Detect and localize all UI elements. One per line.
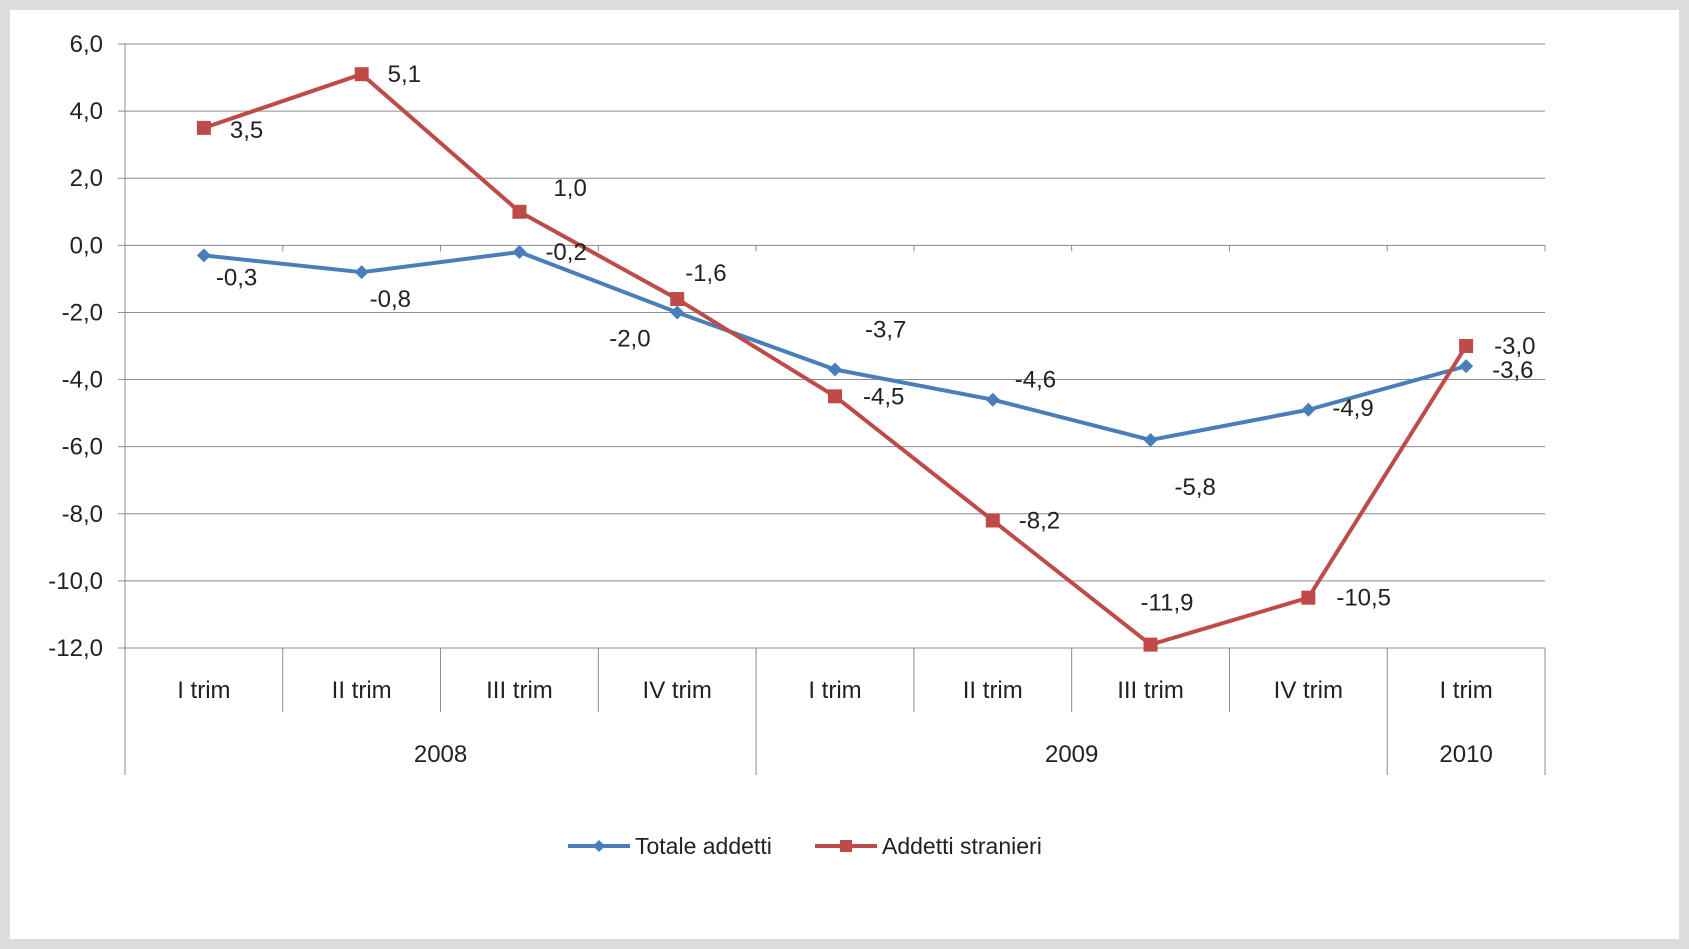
series-line-totale-addetti [203, 250, 1467, 442]
line-chart: 6,0 4,0 2,0 0,0 -2,0 -4,0 -6,0 -8,0 -10,0 -12,0 I … [48, 31, 1546, 859]
x-tick-label: IV trim [1274, 677, 1343, 704]
data-label-addetti-stranieri: 5,1 [388, 61, 421, 88]
y-tick-label: -2,0 [62, 299, 103, 326]
y-tick-label: 2,0 [70, 165, 103, 192]
y-tick-label: 0,0 [70, 232, 103, 259]
data-label-totale-addetti: -5,8 [1175, 474, 1216, 501]
x-tick-label: I trim [177, 677, 230, 704]
data-point-totale-addetti [828, 362, 842, 377]
y-tick-label: -4,0 [62, 367, 103, 394]
data-label-addetti-stranieri: -3,0 [1494, 333, 1535, 360]
data-label-addetti-stranieri: -8,2 [1019, 507, 1060, 534]
data-point-addetti-stranieri [1301, 590, 1316, 605]
data-point-totale-addetti [196, 248, 211, 263]
data-label-totale-addetti: -4,9 [1332, 395, 1373, 422]
data-point-addetti-stranieri [512, 204, 527, 219]
legend-marker-totale-addetti [593, 840, 605, 852]
data-label-totale-addetti: -3,7 [865, 316, 906, 343]
series-line-addetti-stranieri [203, 72, 1468, 647]
data-label-totale-addetti: -3,6 [1492, 357, 1533, 384]
legend-label-addetti-stranieri: Addetti stranieri [882, 833, 1042, 859]
data-label-addetti-stranieri: -1,6 [685, 260, 726, 287]
y-tick-label: -12,0 [48, 635, 103, 662]
data-label-totale-addetti: -0,3 [216, 264, 257, 291]
data-label-addetti-stranieri: -10,5 [1336, 585, 1391, 612]
data-point-addetti-stranieri [670, 292, 685, 307]
data-point-totale-addetti [1301, 402, 1316, 417]
x-tick-label: IV trim [643, 677, 712, 704]
data-point-addetti-stranieri [1459, 339, 1474, 353]
data-label-totale-addetti: -0,8 [370, 286, 411, 313]
x-tick-label: III trim [486, 677, 553, 704]
x-group-label: 2010 [1439, 741, 1492, 768]
x-tick-label: II trim [332, 677, 392, 704]
x-tick-label: I trim [808, 677, 861, 704]
chart-panel: 6,0 4,0 2,0 0,0 -2,0 -4,0 -6,0 -8,0 -10,0 -12,0 I … [10, 10, 1679, 939]
y-tick-label: 4,0 [70, 98, 103, 125]
data-point-totale-addetti [670, 305, 685, 320]
y-tick-label: 6,0 [70, 31, 103, 58]
data-label-addetti-stranieri: 3,5 [230, 117, 263, 144]
data-label-totale-addetti: -2,0 [609, 325, 650, 352]
data-label-totale-addetti: -0,2 [545, 239, 586, 266]
y-tick-label: -10,0 [48, 568, 103, 595]
legend-label-totale-addetti: Totale addetti [635, 833, 772, 859]
data-point-totale-addetti [985, 392, 1000, 407]
data-label-addetti-stranieri: 1,0 [553, 175, 586, 202]
x-group-label: 2009 [1045, 741, 1098, 768]
data-point-totale-addetti [512, 245, 527, 260]
y-tick-label: -8,0 [62, 501, 103, 528]
data-point-addetti-stranieri [196, 120, 211, 135]
data-point-addetti-stranieri [1143, 637, 1158, 652]
data-point-addetti-stranieri [985, 513, 1000, 528]
data-label-addetti-stranieri: -11,9 [1141, 590, 1194, 617]
legend-marker-addetti-stranieri [840, 840, 852, 852]
data-point-totale-addetti [1143, 432, 1158, 447]
data-point-addetti-stranieri [354, 67, 369, 82]
x-tick-label: II trim [963, 677, 1023, 704]
data-point-addetti-stranieri [828, 389, 842, 404]
data-point-totale-addetti [354, 265, 369, 280]
x-group-label: 2008 [414, 741, 467, 768]
y-tick-label: -6,0 [62, 434, 103, 461]
data-label-totale-addetti: -4,6 [1015, 367, 1056, 394]
x-tick-label: I trim [1439, 677, 1492, 704]
data-label-addetti-stranieri: -4,5 [863, 383, 904, 410]
x-tick-label: III trim [1117, 677, 1184, 704]
data-point-totale-addetti [1459, 359, 1474, 374]
